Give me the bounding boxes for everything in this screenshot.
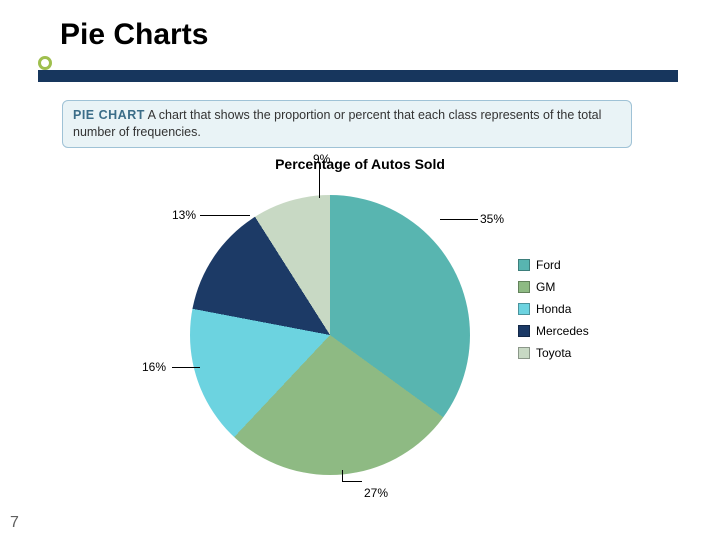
legend: Ford GM Honda Mercedes Toyota [518, 258, 589, 368]
title-underline [38, 70, 678, 82]
leader-ford [440, 219, 478, 220]
legend-label-ford: Ford [536, 258, 561, 272]
legend-label-honda: Honda [536, 302, 571, 316]
legend-swatch-ford [518, 259, 530, 271]
definition-box: PIE CHART A chart that shows the proport… [62, 100, 632, 148]
legend-swatch-toyota [518, 347, 530, 359]
legend-item-toyota: Toyota [518, 346, 589, 360]
leader-toyota [319, 164, 320, 198]
title-block: Pie Charts [60, 18, 208, 52]
legend-swatch-mercedes [518, 325, 530, 337]
data-label-gm: 27% [364, 486, 388, 500]
legend-swatch-gm [518, 281, 530, 293]
slide-title: Pie Charts [60, 18, 208, 52]
data-label-ford: 35% [480, 212, 504, 226]
data-label-honda: 16% [142, 360, 166, 374]
legend-label-toyota: Toyota [536, 346, 571, 360]
legend-item-ford: Ford [518, 258, 589, 272]
legend-item-mercedes: Mercedes [518, 324, 589, 338]
leader-honda [172, 367, 200, 368]
pie-chart [190, 195, 470, 475]
chart-title: Percentage of Autos Sold [0, 156, 720, 172]
definition-label: PIE CHART [73, 108, 145, 122]
page-number: 7 [10, 514, 19, 532]
leader-gm-v [342, 470, 343, 482]
leader-mercedes [200, 215, 250, 216]
legend-item-honda: Honda [518, 302, 589, 316]
legend-label-gm: GM [536, 280, 555, 294]
data-label-mercedes: 13% [172, 208, 196, 222]
legend-item-gm: GM [518, 280, 589, 294]
leader-gm [342, 481, 362, 482]
legend-swatch-honda [518, 303, 530, 315]
title-bullet-ring [38, 56, 52, 70]
legend-label-mercedes: Mercedes [536, 324, 589, 338]
definition-text: A chart that shows the proportion or per… [73, 108, 601, 139]
